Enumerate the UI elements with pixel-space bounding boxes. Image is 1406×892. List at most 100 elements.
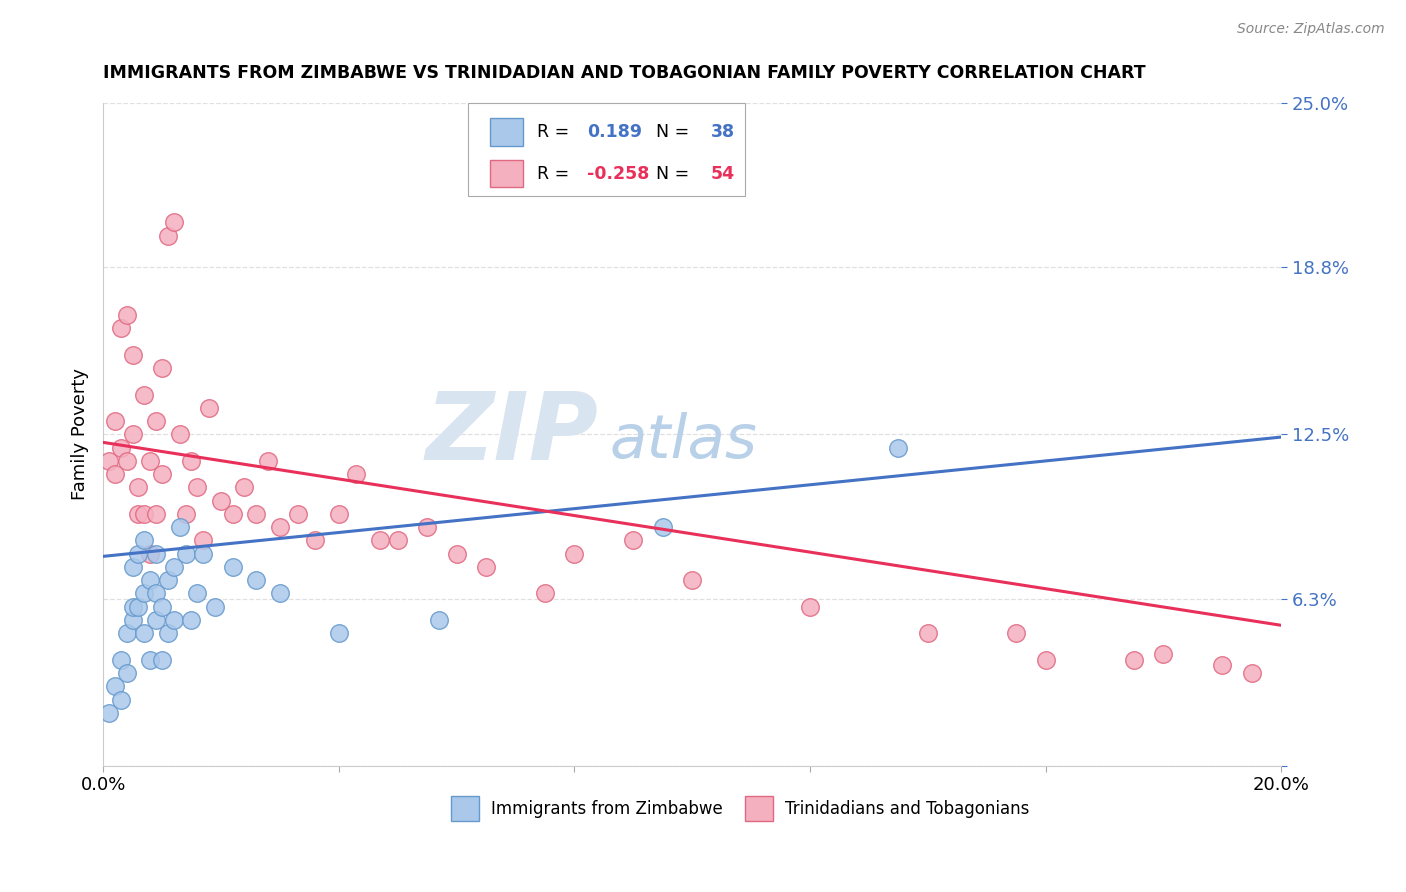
Point bbox=[121, 348, 143, 362]
Point bbox=[193, 533, 215, 548]
Point bbox=[799, 599, 821, 614]
Point bbox=[104, 414, 127, 428]
Point bbox=[110, 692, 132, 706]
Text: 54: 54 bbox=[711, 164, 735, 183]
Point bbox=[621, 533, 644, 548]
Text: N =: N = bbox=[645, 164, 695, 183]
Point bbox=[139, 547, 162, 561]
Point bbox=[121, 613, 143, 627]
Point bbox=[98, 454, 121, 468]
Point bbox=[1211, 658, 1233, 673]
Point bbox=[104, 467, 127, 482]
Point bbox=[115, 626, 138, 640]
Point bbox=[163, 215, 186, 229]
Point bbox=[156, 228, 179, 243]
Point bbox=[198, 401, 221, 415]
Point bbox=[98, 706, 121, 720]
Point bbox=[110, 321, 132, 335]
Point bbox=[169, 520, 191, 534]
Point bbox=[328, 626, 350, 640]
Point bbox=[139, 573, 162, 587]
Point bbox=[1122, 653, 1144, 667]
Point bbox=[150, 361, 173, 376]
Point bbox=[287, 507, 309, 521]
Text: atlas: atlas bbox=[610, 411, 758, 471]
Point bbox=[1035, 653, 1057, 667]
Text: Source: ZipAtlas.com: Source: ZipAtlas.com bbox=[1237, 22, 1385, 37]
Point bbox=[204, 599, 226, 614]
Bar bbox=[745, 797, 773, 822]
Point bbox=[169, 427, 191, 442]
Text: Trinidadians and Tobagonians: Trinidadians and Tobagonians bbox=[785, 800, 1029, 818]
Point bbox=[115, 308, 138, 322]
Point bbox=[1240, 665, 1263, 680]
Point bbox=[121, 560, 143, 574]
Point bbox=[222, 507, 245, 521]
Point bbox=[115, 454, 138, 468]
Point bbox=[115, 665, 138, 680]
Point bbox=[121, 427, 143, 442]
Bar bbox=[489, 160, 523, 187]
Point bbox=[127, 480, 149, 494]
Text: 0.189: 0.189 bbox=[588, 123, 643, 141]
Point bbox=[139, 653, 162, 667]
Point bbox=[156, 626, 179, 640]
Y-axis label: Family Poverty: Family Poverty bbox=[72, 368, 89, 500]
Text: Immigrants from Zimbabwe: Immigrants from Zimbabwe bbox=[491, 800, 723, 818]
Point bbox=[150, 467, 173, 482]
Point bbox=[416, 520, 439, 534]
Point bbox=[163, 613, 186, 627]
Point bbox=[127, 547, 149, 561]
Point bbox=[145, 547, 167, 561]
Text: 38: 38 bbox=[711, 123, 735, 141]
Point bbox=[163, 560, 186, 574]
Point bbox=[304, 533, 326, 548]
Point bbox=[121, 599, 143, 614]
Point bbox=[1152, 648, 1174, 662]
Point bbox=[134, 626, 156, 640]
Bar bbox=[451, 797, 479, 822]
Point bbox=[193, 547, 215, 561]
Point bbox=[145, 586, 167, 600]
Point bbox=[534, 586, 557, 600]
Point bbox=[150, 599, 173, 614]
Point bbox=[222, 560, 245, 574]
Point bbox=[245, 507, 267, 521]
Point bbox=[110, 653, 132, 667]
Point bbox=[186, 480, 208, 494]
Point bbox=[233, 480, 256, 494]
Point bbox=[245, 573, 267, 587]
Text: N =: N = bbox=[645, 123, 695, 141]
Point bbox=[387, 533, 409, 548]
Point bbox=[145, 414, 167, 428]
Point bbox=[681, 573, 703, 587]
Point bbox=[427, 613, 450, 627]
Point bbox=[180, 613, 202, 627]
Text: ZIP: ZIP bbox=[425, 388, 598, 481]
Point bbox=[110, 441, 132, 455]
Point bbox=[368, 533, 391, 548]
FancyBboxPatch shape bbox=[468, 103, 745, 196]
Bar bbox=[489, 119, 523, 146]
Point bbox=[1005, 626, 1028, 640]
Point bbox=[887, 441, 910, 455]
Point bbox=[145, 613, 167, 627]
Point bbox=[127, 599, 149, 614]
Point bbox=[209, 493, 232, 508]
Point bbox=[651, 520, 673, 534]
Point bbox=[127, 507, 149, 521]
Point bbox=[134, 586, 156, 600]
Point bbox=[134, 533, 156, 548]
Point bbox=[180, 454, 202, 468]
Point bbox=[174, 547, 197, 561]
Text: R =: R = bbox=[537, 123, 575, 141]
Point bbox=[269, 586, 291, 600]
Point bbox=[446, 547, 468, 561]
Text: IMMIGRANTS FROM ZIMBABWE VS TRINIDADIAN AND TOBAGONIAN FAMILY POVERTY CORRELATIO: IMMIGRANTS FROM ZIMBABWE VS TRINIDADIAN … bbox=[103, 64, 1146, 82]
Point bbox=[150, 653, 173, 667]
Point bbox=[475, 560, 498, 574]
Text: R =: R = bbox=[537, 164, 575, 183]
Point bbox=[174, 507, 197, 521]
Point bbox=[134, 507, 156, 521]
Point bbox=[344, 467, 367, 482]
